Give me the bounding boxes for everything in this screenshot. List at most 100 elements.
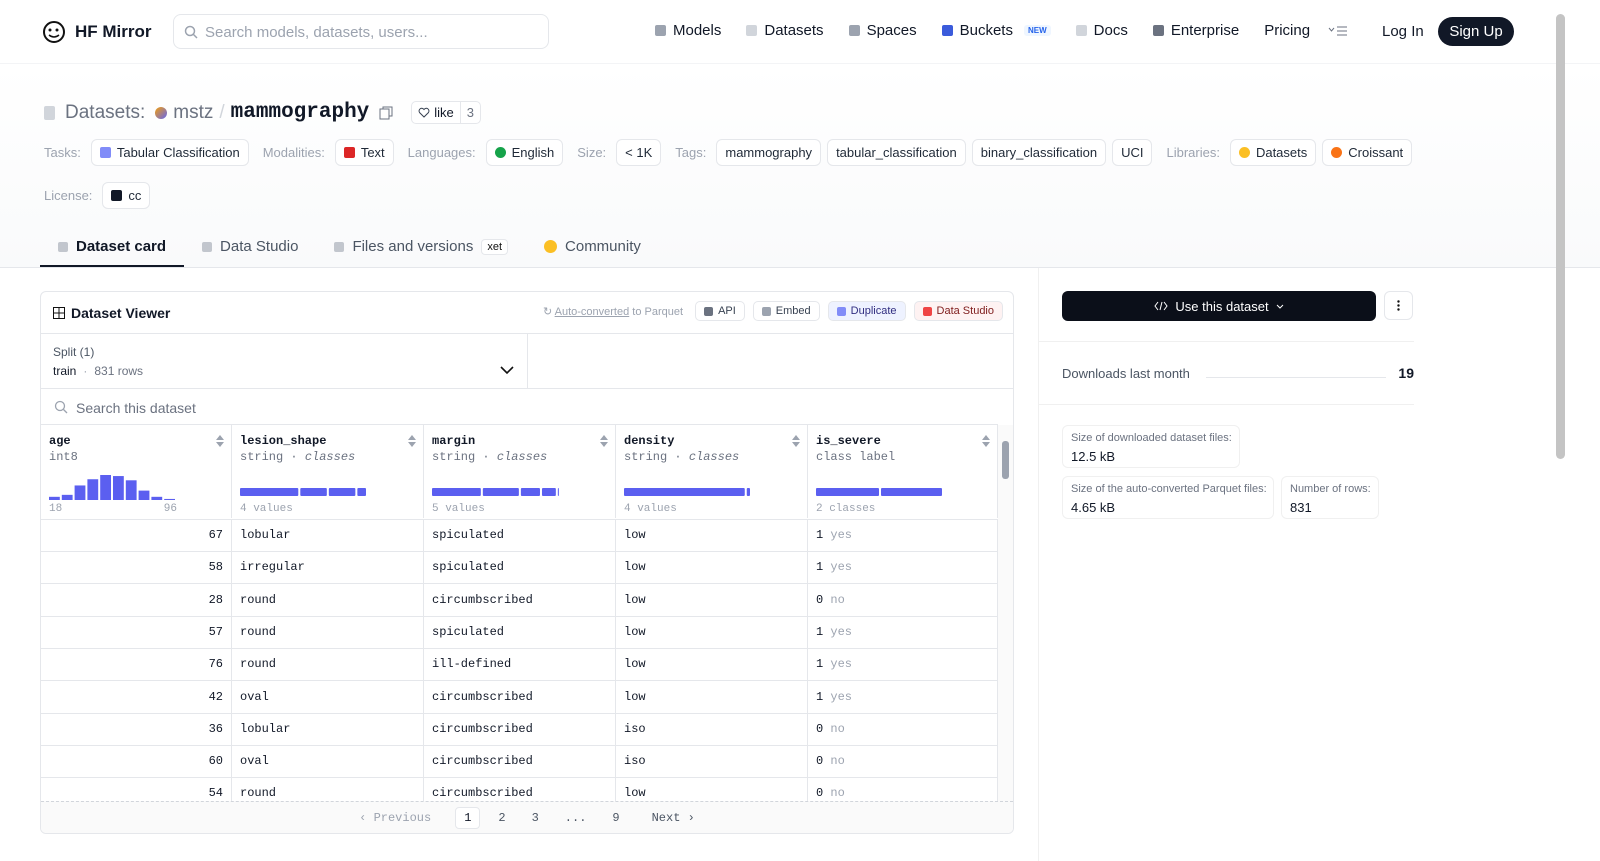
table-cell: low (616, 615, 808, 648)
table-cell: circumbscribed (424, 680, 616, 713)
page-link[interactable]: 1 (455, 807, 481, 829)
login-link[interactable]: Log In (1382, 23, 1424, 40)
cell-value: 1 (816, 560, 824, 575)
table-row[interactable]: 58 irregular spiculated low 1 yes (41, 551, 998, 585)
sort-icon (792, 435, 800, 447)
cell-value: circumbscribed (432, 689, 533, 704)
viewer-action[interactable]: Embed (752, 301, 820, 321)
scroll-thumb[interactable] (1002, 441, 1009, 479)
sort-up (792, 435, 800, 440)
page-link[interactable]: 9 (612, 811, 620, 825)
column-header[interactable]: density string · classes 4 values (616, 425, 808, 518)
page-link[interactable]: 2 (498, 811, 506, 825)
tag[interactable]: < 1K (616, 139, 662, 166)
viewer-action[interactable]: Duplicate (827, 301, 906, 321)
column-header[interactable]: margin string · classes 5 values (424, 425, 616, 518)
page-scrollbar[interactable] (1556, 14, 1565, 459)
tab-icon (334, 241, 345, 252)
nav-link[interactable]: Datasets (746, 22, 824, 39)
table-cell: low (616, 648, 808, 681)
table-row[interactable]: 54 round circumbscribed low 0 no (41, 777, 998, 802)
copy-icon[interactable] (379, 106, 393, 120)
cell-value: spiculated (432, 560, 505, 575)
search-box[interactable]: Search models, datasets, users... (173, 14, 549, 49)
class-bar (881, 488, 942, 496)
column-header[interactable]: is_severe class label 2 classes (808, 425, 998, 518)
type-name: string (624, 450, 668, 464)
more-button[interactable] (1384, 291, 1413, 320)
signup-button[interactable]: Sign Up (1438, 17, 1514, 46)
table-cell: spiculated (424, 551, 616, 584)
histogram-bar (61, 494, 73, 500)
tag[interactable]: Datasets (1229, 139, 1317, 166)
tag[interactable]: Tabular Classification (90, 139, 249, 166)
menu-icon[interactable] (1328, 25, 1348, 37)
class-bar (482, 488, 519, 496)
nav-link[interactable]: Models (655, 22, 721, 39)
table-row[interactable]: 57 round spiculated low 1 yes (41, 615, 998, 649)
repo-owner[interactable]: mstz (173, 101, 214, 123)
nav-link[interactable]: Spaces (848, 22, 917, 39)
table-cell: 1 yes (808, 648, 998, 681)
sort-down (792, 442, 800, 447)
page-link[interactable]: 3 (531, 811, 539, 825)
tag-label: binary_classification (980, 145, 1098, 160)
split-select[interactable]: Split (1) train · 831 rows (41, 334, 528, 389)
tab[interactable]: Data Studio (184, 228, 316, 265)
split-name: train (53, 364, 77, 378)
nav-link[interactable]: Pricing (1264, 22, 1310, 39)
nav-link-label: Buckets (959, 22, 1013, 39)
brand[interactable]: HF Mirror (75, 22, 152, 41)
table-scrollbar[interactable] (998, 425, 1013, 802)
like-button[interactable]: like 3 (411, 101, 482, 124)
tag[interactable]: binary_classification (971, 139, 1107, 166)
tab[interactable]: Dataset card (40, 228, 185, 267)
cell-value: iso (624, 721, 646, 736)
cell-value: low (624, 689, 646, 704)
column-type: class label (816, 450, 895, 464)
table-cell: lobular (232, 519, 424, 551)
column-name: is_severe (816, 434, 881, 448)
table-row[interactable]: 76 round ill-defined low 1 yes (41, 648, 998, 682)
column-header[interactable]: lesion_shape string · classes 4 values (232, 425, 424, 518)
tag[interactable]: English (485, 139, 564, 166)
cell-value: low (624, 657, 646, 672)
nav-link[interactable]: Enterprise (1152, 22, 1239, 39)
table-cell: 28 (41, 583, 232, 616)
table-row[interactable]: 60 oval circumbscribed iso 0 no (41, 745, 998, 779)
tab-label: Files and versions (352, 238, 474, 255)
column-header[interactable]: age int8 18 96 (41, 425, 232, 518)
cell-value: round (240, 786, 277, 801)
auto-converted[interactable]: Auto-converted (554, 305, 630, 318)
tag[interactable]: mammography (716, 139, 822, 166)
tag-label: < 1K (625, 145, 653, 160)
viewer-action[interactable]: API (695, 301, 745, 321)
repo-name[interactable]: mammography (230, 101, 370, 124)
tag[interactable]: Text (334, 139, 394, 166)
table-row[interactable]: 36 lobular circumbscribed iso 0 no (41, 712, 998, 746)
logo[interactable] (42, 20, 66, 44)
tab[interactable]: Community (526, 228, 659, 265)
next[interactable]: Next › (651, 811, 695, 825)
viewer-action[interactable]: Data Studio (913, 301, 1003, 321)
tag[interactable]: UCI (1112, 139, 1153, 166)
use-dataset-button[interactable]: Use this dataset (1062, 291, 1376, 321)
nav-link[interactable]: Buckets NEW (941, 22, 1051, 39)
viewer-search[interactable]: Search this dataset (41, 388, 1013, 425)
page-link[interactable]: ... (564, 811, 587, 825)
table-cell: oval (232, 745, 424, 778)
meta-group: Size: < 1K (577, 139, 662, 166)
tab[interactable]: Files and versions xet (316, 228, 526, 265)
tag[interactable]: cc (102, 182, 151, 209)
table-row[interactable]: 28 round circumbscribed low 0 no (41, 583, 998, 617)
meta-label: Tasks: (44, 145, 81, 160)
table-row[interactable]: 42 oval circumbscribed low 1 yes (41, 680, 998, 714)
nav-link[interactable]: Docs (1075, 22, 1128, 39)
tag[interactable]: Croissant (1322, 139, 1413, 166)
class-bar (328, 488, 356, 496)
previous[interactable]: ‹ Previous (359, 811, 432, 825)
table-row[interactable]: 67 lobular spiculated low 1 yes (41, 519, 998, 552)
class-name: no (830, 721, 845, 736)
action-label: Duplicate (850, 305, 897, 317)
tag[interactable]: tabular_classification (827, 139, 966, 166)
